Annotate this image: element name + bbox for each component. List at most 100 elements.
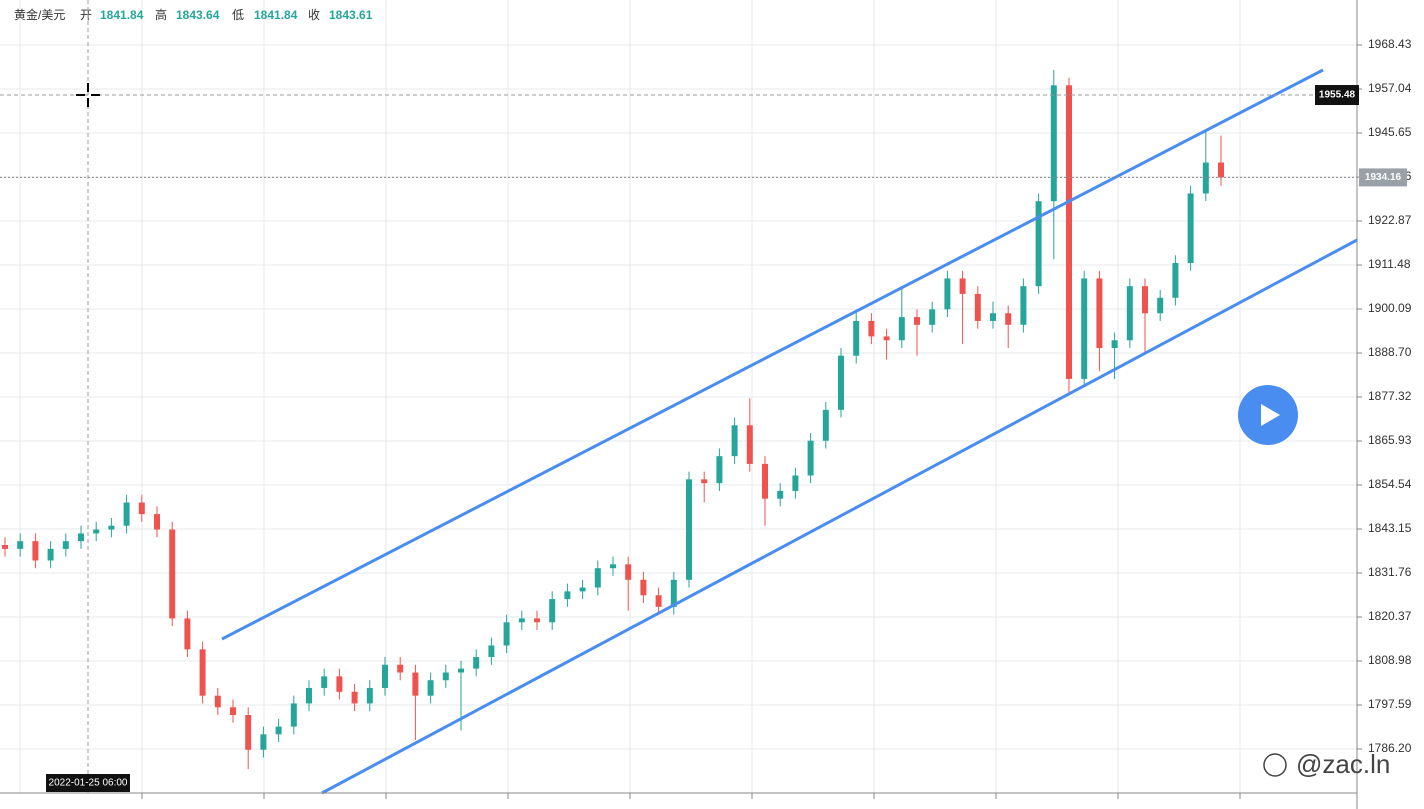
candle-body xyxy=(169,529,176,619)
y-tick-label: 1854.54 xyxy=(1368,477,1412,491)
candle-body xyxy=(1157,297,1164,314)
crosshair-price-tag xyxy=(1315,85,1359,106)
y-tick-label: 1808.98 xyxy=(1368,653,1412,667)
cursor xyxy=(76,83,100,108)
ohlc-label: 开 xyxy=(80,8,92,22)
ohlc-label: 收 xyxy=(308,8,320,22)
y-tick-label: 1843.15 xyxy=(1368,521,1412,535)
trend-line xyxy=(321,238,1358,795)
candle-body xyxy=(777,490,784,499)
y-tick-label: 1797.59 xyxy=(1368,697,1412,711)
candle-body xyxy=(2,545,8,549)
candle-body xyxy=(853,320,860,356)
candle-body xyxy=(427,680,434,696)
candle-body xyxy=(47,548,54,561)
symbol: 黄金/美元 xyxy=(14,7,65,22)
ohlc-value: 1843.64 xyxy=(176,8,220,22)
y-tick-label: 1888.70 xyxy=(1368,345,1412,359)
candle-body xyxy=(640,579,647,596)
candle-body xyxy=(1126,286,1133,341)
candle-body xyxy=(351,691,358,704)
candle-body xyxy=(458,668,464,673)
candle-body xyxy=(883,336,890,341)
candle-body xyxy=(1187,193,1194,264)
candle-body xyxy=(731,425,738,457)
candle-body xyxy=(290,703,297,727)
last-price-tag xyxy=(1359,168,1407,187)
candle-body xyxy=(914,317,920,325)
candle-body xyxy=(822,409,829,441)
candle-body xyxy=(1005,313,1012,325)
candle-body xyxy=(245,715,252,750)
watermark-text: @zac.ln xyxy=(1296,749,1390,779)
candle-body xyxy=(716,456,723,484)
candle-body xyxy=(898,317,905,341)
header: 黄金/美元 开 1841.84 高 1843.64 低 1841.84 收 18… xyxy=(14,7,373,22)
candle-body xyxy=(1096,278,1103,348)
candle-body xyxy=(807,440,814,476)
candle-body xyxy=(32,541,39,561)
candle-body xyxy=(959,278,966,294)
y-tick-label: 1831.76 xyxy=(1368,565,1412,579)
watermark-icon xyxy=(1263,753,1287,777)
play-button[interactable] xyxy=(1238,385,1298,445)
ohlc-label: 高 xyxy=(155,7,167,22)
candle-body xyxy=(321,676,328,688)
candle-body xyxy=(990,313,996,321)
y-tick-label: 1865.93 xyxy=(1368,433,1412,447)
candle-body xyxy=(62,541,69,549)
candle-body xyxy=(792,475,799,491)
candle-body xyxy=(503,622,510,646)
candle-body xyxy=(549,599,556,623)
candle-body xyxy=(382,664,388,688)
time-axis-ticks xyxy=(141,793,1241,799)
candle-body xyxy=(230,707,236,716)
candle-body xyxy=(1142,286,1148,314)
crosshair-price-label: 1955.48 xyxy=(1319,90,1356,101)
candle-body xyxy=(868,320,875,337)
candle-body xyxy=(762,463,768,499)
candle-body xyxy=(594,568,601,588)
candle-body xyxy=(78,533,84,542)
candle-body xyxy=(686,479,692,580)
candle-body xyxy=(442,672,449,681)
play-icon xyxy=(1261,404,1280,426)
grid xyxy=(0,0,1357,793)
candle-body xyxy=(1218,162,1224,178)
candle-body xyxy=(93,529,100,534)
candle-body xyxy=(488,645,495,658)
candle-body xyxy=(154,514,160,530)
candle-body xyxy=(123,502,130,526)
candle-body xyxy=(473,657,480,669)
candle-body xyxy=(260,734,267,750)
candle-body xyxy=(412,672,419,696)
y-tick-label: 1922.87 xyxy=(1368,213,1412,227)
candle-body xyxy=(944,278,951,310)
candle-body xyxy=(1202,162,1209,194)
candle-body xyxy=(1050,85,1057,202)
candle-body xyxy=(1081,278,1088,379)
candle-body xyxy=(746,425,753,464)
crosshair-time-label: 2022-01-25 06:00 xyxy=(49,778,128,789)
ohlc-value: 1843.61 xyxy=(329,8,373,22)
y-tick-label: 1900.09 xyxy=(1368,301,1412,315)
candle-body xyxy=(184,618,191,650)
y-tick-label: 1968.43 xyxy=(1368,37,1412,51)
candle-body xyxy=(610,564,616,569)
candle-body xyxy=(974,293,981,321)
candle-body xyxy=(655,595,662,607)
candle-body xyxy=(838,355,844,410)
candle-body xyxy=(1020,286,1027,325)
y-tick-label: 1786.20 xyxy=(1368,741,1412,755)
candle-body xyxy=(336,676,343,692)
candle-body xyxy=(518,618,525,623)
candle-body xyxy=(1172,263,1179,298)
candle-body xyxy=(397,664,404,673)
candle-body xyxy=(929,309,936,325)
candle-body xyxy=(534,618,540,623)
ohlc-value: 1841.84 xyxy=(254,8,298,22)
candle-body xyxy=(275,726,282,735)
y-tick-label: 1957.04 xyxy=(1368,81,1412,95)
candle-body xyxy=(17,541,24,549)
